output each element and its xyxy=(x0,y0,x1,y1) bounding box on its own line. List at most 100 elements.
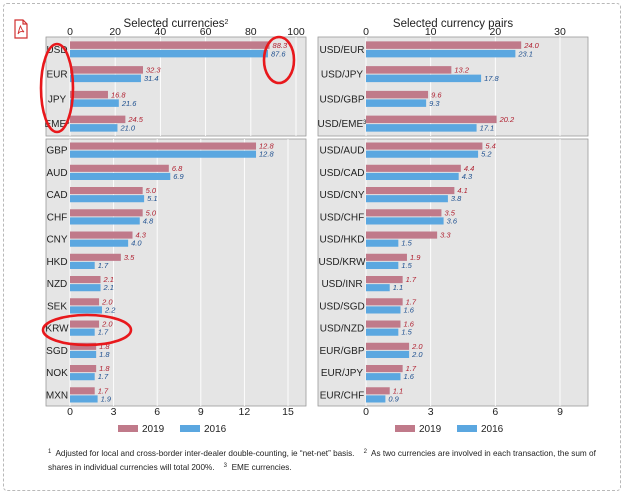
legend-label: 2019 xyxy=(142,424,165,435)
category-label: USD/EUR xyxy=(319,45,364,56)
bar-2019 xyxy=(70,365,97,373)
bar-2019 xyxy=(70,164,169,172)
data-label: 23.1 xyxy=(517,49,533,58)
legend-swatch xyxy=(180,425,200,432)
data-label: 9.3 xyxy=(429,99,440,108)
pdf-icon[interactable] xyxy=(12,19,30,39)
bar-2019 xyxy=(366,90,429,99)
x-tick-label: 60 xyxy=(200,26,212,38)
x-tick-label: 20 xyxy=(489,26,501,38)
data-label: 4.1 xyxy=(457,186,467,195)
data-label: 13.2 xyxy=(454,66,469,75)
data-label: 24.0 xyxy=(523,41,539,50)
bar-2016 xyxy=(70,373,95,381)
x-tick-label: 3 xyxy=(428,406,434,418)
data-label: 1.8 xyxy=(99,364,110,373)
data-label: 1.7 xyxy=(98,328,109,337)
x-tick-label: 0 xyxy=(67,26,73,38)
bar-2016 xyxy=(366,99,427,107)
bar-2016 xyxy=(366,350,410,358)
footnote-marker-1: 1 xyxy=(48,449,52,455)
data-label: 1.7 xyxy=(98,386,109,395)
legend-label: 2019 xyxy=(419,424,442,435)
data-label: 3.3 xyxy=(440,231,451,240)
data-label: 5.2 xyxy=(481,150,492,159)
data-label: 17.1 xyxy=(480,124,495,133)
bar-2016 xyxy=(70,172,171,180)
data-label: 2.0 xyxy=(101,297,113,306)
data-label: 4.0 xyxy=(131,239,142,248)
category-label: CNY xyxy=(46,235,67,246)
bar-2016 xyxy=(70,350,97,358)
data-label: 2.0 xyxy=(411,342,423,351)
chart-title: Selected currency pairs xyxy=(393,18,513,30)
category-label: CAD xyxy=(46,190,67,201)
category-label: GBP xyxy=(46,146,67,157)
bar-2019 xyxy=(70,90,108,99)
footnote-text-2: As two currencies are involved in each t… xyxy=(48,449,596,472)
x-tick-label: 0 xyxy=(363,26,369,38)
category-label: USD/SGD xyxy=(319,301,365,312)
footnote-line-1: 1 Adjusted for local and cross-border in… xyxy=(48,446,596,474)
x-tick-label: 9 xyxy=(557,406,563,418)
category-label: USD/KRW xyxy=(318,257,366,268)
category-label: HKD xyxy=(46,257,67,268)
category-label: USD/NZD xyxy=(320,324,364,335)
highlight-circle-krw xyxy=(41,313,133,347)
data-label: 1.1 xyxy=(393,386,403,395)
bar-2019 xyxy=(70,253,121,261)
bar-2016 xyxy=(70,261,95,269)
data-label: 5.0 xyxy=(146,208,157,217)
data-label: 1.7 xyxy=(406,297,417,306)
category-label: NZD xyxy=(47,279,68,290)
footnote-marker-2: 2 xyxy=(363,449,367,455)
panel-2 xyxy=(45,138,307,407)
bar-2016 xyxy=(366,172,459,180)
bar-2019 xyxy=(366,66,452,74)
data-label: 1.6 xyxy=(403,305,414,314)
x-tick-label: 12 xyxy=(239,406,251,418)
bar-2019 xyxy=(366,253,407,261)
bar-2019 xyxy=(366,320,401,328)
data-label: 87.6 xyxy=(271,49,286,58)
data-label: 12.8 xyxy=(259,150,274,159)
data-label: 2.2 xyxy=(104,305,116,314)
x-tick-label: 100 xyxy=(287,26,305,38)
legend-label: 2016 xyxy=(204,424,227,435)
bar-2019 xyxy=(70,209,143,217)
bar-2016 xyxy=(366,261,399,269)
legend-swatch xyxy=(118,425,138,432)
data-label: 1.7 xyxy=(98,261,109,270)
category-label: USD/CAD xyxy=(319,168,364,179)
bar-2016 xyxy=(70,124,118,132)
data-label: 6.9 xyxy=(173,172,184,181)
category-label: EUR/CHF xyxy=(320,390,364,401)
bar-2016 xyxy=(366,217,444,225)
x-tick-label: 15 xyxy=(282,406,294,418)
data-label: 2.1 xyxy=(103,283,114,292)
category-label: USD/CNY xyxy=(319,190,364,201)
data-label: 1.5 xyxy=(401,239,412,248)
footnote: 1 Adjusted for local and cross-border in… xyxy=(48,446,596,474)
bar-2019 xyxy=(70,187,143,195)
bar-2019 xyxy=(366,387,390,395)
category-label: USD/HKD xyxy=(319,235,364,246)
bar-2016 xyxy=(366,49,516,58)
bar-2016 xyxy=(70,395,98,403)
bar-2019 xyxy=(366,187,455,195)
data-label: 2.1 xyxy=(103,275,114,284)
data-label: 4.4 xyxy=(464,164,474,173)
category-label: USD/JPY xyxy=(321,70,364,81)
bar-2019 xyxy=(366,209,442,217)
bar-2016 xyxy=(366,328,399,336)
bar-2019 xyxy=(70,298,100,306)
category-label: MXN xyxy=(46,390,68,401)
data-label: 1.8 xyxy=(99,350,110,359)
data-label: 88.3 xyxy=(273,41,288,50)
bar-2019 xyxy=(70,142,257,150)
category-label: USD/GBP xyxy=(319,94,364,105)
x-tick-label: 6 xyxy=(154,406,160,418)
data-label: 31.4 xyxy=(144,74,159,83)
category-label: EUR xyxy=(46,70,67,81)
